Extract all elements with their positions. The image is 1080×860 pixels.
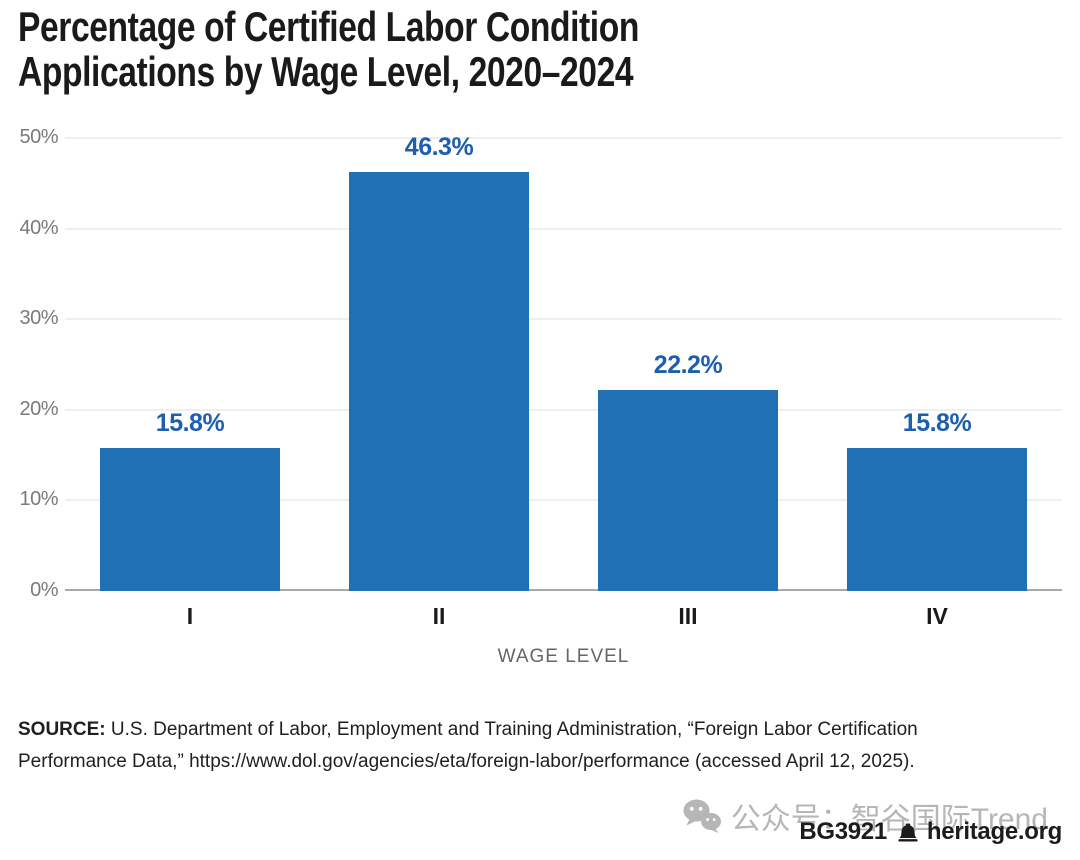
source-line2: Performance Data,” https://www.dol.gov/a… — [18, 751, 915, 772]
liberty-bell-icon — [893, 821, 921, 843]
gridline — [65, 409, 1062, 411]
source-label: SOURCE: — [18, 719, 106, 740]
wechat-icon — [681, 798, 723, 834]
y-tick-label: 10% — [19, 488, 58, 510]
gridline — [65, 499, 1062, 501]
x-tick-label: IV — [926, 603, 948, 629]
x-tick-label: III — [678, 603, 698, 629]
report-id: BG3921 — [799, 818, 887, 845]
bar-wage-level-IV — [847, 448, 1027, 591]
bar-wage-level-I — [100, 448, 280, 591]
y-axis-labels: 0% 10% 20% 30% 40% 50% — [0, 126, 58, 601]
chart-title: Percentage of Certified Labor Condition … — [18, 3, 639, 95]
x-tick-label: II — [432, 603, 446, 629]
y-tick-label: 20% — [19, 398, 58, 420]
bar-chart: 0% 10% 20% 30% 40% 50% 15.8% 46.3% 22.2% 15.8% I… — [0, 126, 1062, 683]
watermark-text: 公众号：智谷国际Trend — [730, 803, 1048, 836]
x-axis-line — [65, 589, 1062, 591]
bar-wage-level-III — [598, 390, 778, 591]
bar-value-label: 15.8% — [902, 409, 972, 437]
y-tick-label: 0% — [30, 579, 58, 601]
site-name: heritage.org — [926, 818, 1062, 845]
bar-value-label: 22.2% — [653, 351, 723, 379]
bar-value-label: 46.3% — [404, 133, 474, 161]
x-axis-labels: I II III IV — [0, 138, 1062, 683]
source-line1: U.S. Department of Labor, Employment and… — [105, 719, 918, 740]
y-tick-label: 30% — [19, 307, 58, 329]
plot-area: 15.8% 46.3% 22.2% 15.8% — [65, 133, 1062, 591]
footer-credit: BG3921 heritage.org — [799, 818, 1062, 846]
source-note: SOURCE: U.S. Department of Labor, Employ… — [18, 714, 1068, 778]
gridline — [65, 228, 1062, 230]
x-axis-title: WAGE LEVEL — [497, 646, 630, 667]
bar-wage-level-II — [349, 172, 529, 591]
gridline — [65, 137, 1062, 139]
y-tick-label: 50% — [19, 126, 58, 148]
gridline — [65, 318, 1062, 320]
wechat-watermark: 公众号：智谷国际Trend — [681, 794, 1048, 838]
y-tick-label: 40% — [19, 217, 58, 239]
x-tick-label: I — [186, 603, 194, 629]
bar-value-label: 15.8% — [155, 409, 225, 437]
